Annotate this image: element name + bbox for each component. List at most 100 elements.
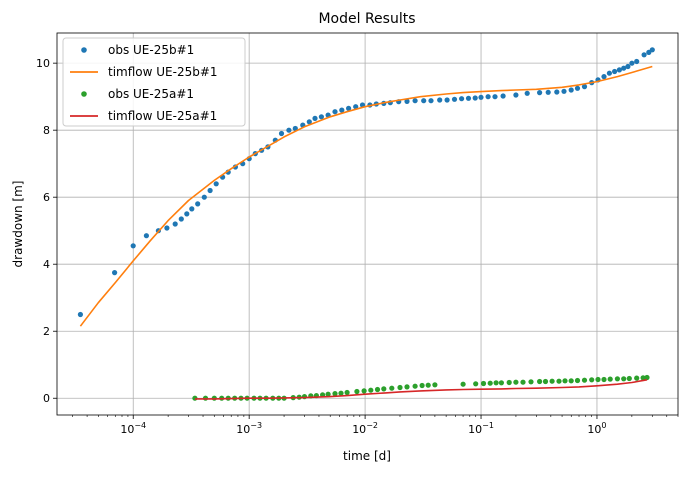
data-point <box>513 92 519 98</box>
chart-title: Model Results <box>318 11 415 27</box>
data-point <box>520 379 526 385</box>
data-point <box>641 52 647 58</box>
data-point <box>485 94 491 100</box>
data-point <box>626 375 632 382</box>
data-point <box>325 391 331 397</box>
data-point <box>562 378 568 384</box>
series-layer <box>77 47 655 401</box>
data-point <box>164 225 170 231</box>
data-point <box>500 93 506 99</box>
y-tick-label: 0 <box>43 392 50 405</box>
data-point <box>581 377 588 383</box>
data-point <box>480 380 487 387</box>
data-point <box>621 376 627 382</box>
data-point <box>361 388 367 394</box>
data-point <box>286 127 292 133</box>
data-point <box>460 381 466 387</box>
data-point <box>568 378 574 384</box>
x-axis-label: time [d] <box>343 449 391 463</box>
data-point <box>465 95 472 101</box>
data-point <box>201 194 207 200</box>
data-point <box>278 130 285 137</box>
data-point <box>634 375 640 381</box>
data-point <box>478 94 484 100</box>
y-tick-label: 8 <box>43 124 50 137</box>
data-point <box>397 384 403 391</box>
data-point <box>568 87 574 93</box>
legend-label-timflow-ue-25a1: timflow UE-25a#1 <box>108 109 217 123</box>
y-tick-label: 6 <box>43 191 50 204</box>
x-tick-label-exponent: −2 <box>366 421 378 430</box>
grid <box>57 33 678 415</box>
data-point <box>545 89 551 95</box>
data-point <box>412 98 418 104</box>
data-point <box>178 216 184 222</box>
data-point <box>493 380 499 386</box>
data-point <box>338 390 344 396</box>
x-tick-label-base: 10 <box>236 423 250 436</box>
x-tick-label-exponent: −1 <box>482 421 494 430</box>
x-tick-label: 10−3 <box>236 421 262 436</box>
data-point <box>561 88 567 94</box>
data-point <box>595 376 601 383</box>
y-tick-label: 10 <box>36 57 50 70</box>
data-point <box>612 68 618 75</box>
data-point <box>472 95 478 101</box>
data-point <box>184 211 190 217</box>
data-point <box>621 65 627 71</box>
legend: obs UE-25b#1 timflow UE-25b#1 obs UE-25a… <box>62 37 246 127</box>
data-point <box>513 379 519 385</box>
data-point <box>425 382 431 388</box>
data-point <box>130 243 136 249</box>
data-point <box>421 98 427 104</box>
series-line-timflow-ue-25b-1 <box>79 65 653 327</box>
data-point <box>459 96 465 102</box>
x-tick-label-exponent: −4 <box>134 421 146 430</box>
data-point <box>346 105 352 111</box>
data-point <box>374 386 381 393</box>
x-tick-label: 10−4 <box>120 421 146 436</box>
data-point <box>318 114 324 120</box>
data-point <box>428 98 434 104</box>
y-tick-label: 4 <box>43 258 50 271</box>
series-line-timflow-ue-25a-1 <box>194 379 648 400</box>
x-tick-label-exponent: −3 <box>250 421 262 430</box>
plot-area-frame <box>56 32 679 416</box>
legend-marker-obs-ue-25a1 <box>81 91 87 97</box>
data-point <box>344 389 350 396</box>
data-point <box>451 96 458 102</box>
x-tick-label-base: 10 <box>120 423 134 436</box>
data-point <box>542 378 549 385</box>
legend-marker-obs-ue-25b1 <box>81 47 87 53</box>
data-point <box>492 94 498 100</box>
data-point <box>614 376 621 382</box>
data-point <box>574 377 581 384</box>
data-point <box>143 233 149 239</box>
y-axis-label: drawdown [m] <box>11 181 25 268</box>
data-point <box>444 97 450 103</box>
data-point <box>601 74 607 80</box>
data-point <box>625 63 631 70</box>
data-point <box>589 377 595 383</box>
data-point <box>404 384 410 390</box>
data-point <box>195 201 201 207</box>
x-tick-label-base: 10 <box>352 423 366 436</box>
legend-label-obs-ue-25b1: obs UE-25b#1 <box>108 43 194 57</box>
data-point <box>549 378 555 384</box>
data-point <box>574 85 581 91</box>
legend-label-obs-ue-25a1: obs UE-25a#1 <box>108 87 194 101</box>
data-point <box>112 270 118 276</box>
data-point <box>616 67 623 73</box>
data-point <box>473 381 479 387</box>
data-point <box>606 70 613 76</box>
data-point <box>506 379 512 386</box>
x-tick-label-base: 10 <box>587 423 601 436</box>
data-point <box>77 311 83 318</box>
x-tick-label-base: 10 <box>468 423 482 436</box>
data-point <box>207 187 213 194</box>
x-tick-label-exponent: 0 <box>601 421 606 430</box>
legend-frame <box>62 37 246 127</box>
x-tick-label: 100 <box>587 421 606 436</box>
data-point <box>172 221 178 227</box>
